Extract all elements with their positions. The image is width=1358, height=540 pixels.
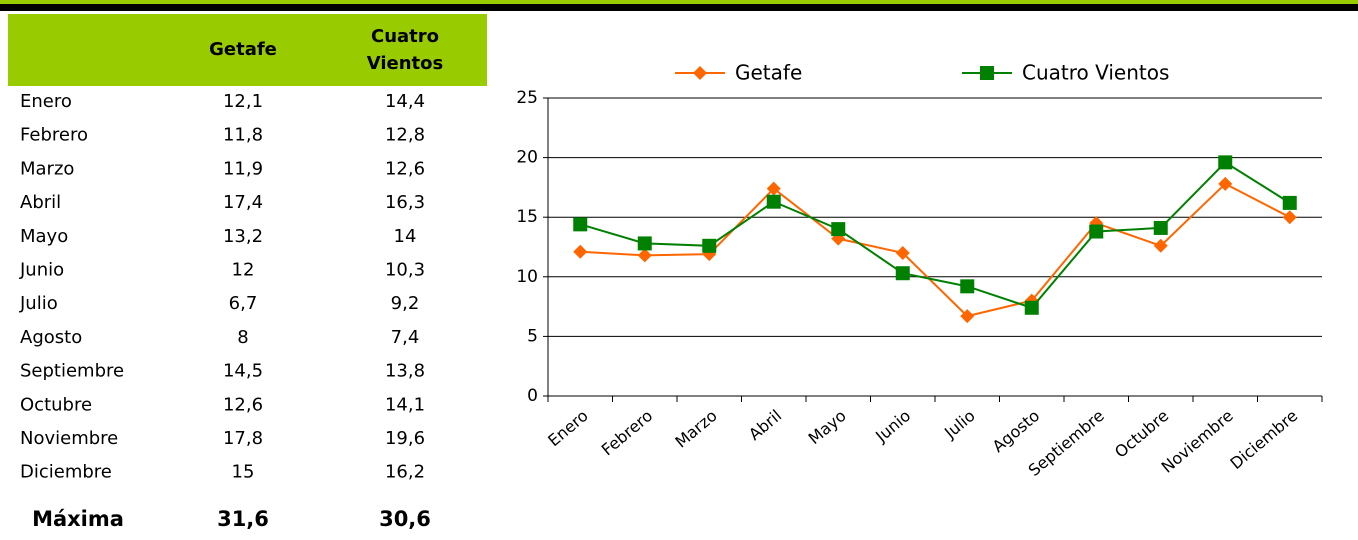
marker <box>766 194 781 209</box>
table-cell: 14,5 <box>223 361 263 382</box>
x-tick-label: Marzo <box>671 406 720 452</box>
marker <box>1218 155 1233 170</box>
table-cell: 14,1 <box>385 394 425 415</box>
legend-label: Cuatro Vientos <box>1022 61 1169 85</box>
marker <box>637 236 652 251</box>
marker <box>1282 210 1297 225</box>
x-tick-label: Octubre <box>1111 406 1172 462</box>
marker <box>573 217 588 232</box>
marker <box>960 309 975 324</box>
table-footer-cell: 30,6 <box>379 507 431 531</box>
table-cell: 16,3 <box>385 192 425 213</box>
table-cell: 15 <box>232 462 255 483</box>
y-tick-label: 25 <box>516 88 538 108</box>
marker <box>637 248 652 263</box>
table-cell: Enero <box>20 91 72 112</box>
table-cell: Septiembre <box>20 361 124 382</box>
table-cell: 6,7 <box>229 293 258 314</box>
table-cell: 12,6 <box>223 394 263 415</box>
table-cell: 7,4 <box>391 327 420 348</box>
table-cell: Diciembre <box>20 462 112 483</box>
table-cell: Febrero <box>20 125 88 146</box>
table-cell: 11,9 <box>223 158 263 179</box>
x-tick-label: Junio <box>871 406 914 446</box>
legend-marker <box>693 66 707 80</box>
table-footer-cell: 31,6 <box>217 507 269 531</box>
x-tick-label: Febrero <box>598 406 656 459</box>
line <box>579 161 1291 309</box>
top-bar <box>0 4 1358 11</box>
table-cell: 14,4 <box>385 91 425 112</box>
x-tick-label: Diciembre <box>1226 406 1301 473</box>
y-tick-label: 0 <box>527 386 538 406</box>
table-cell: 16,2 <box>385 462 425 483</box>
table-cell: Octubre <box>20 394 92 415</box>
col-header: Getafe <box>209 39 277 60</box>
table-cell: Agosto <box>20 327 82 348</box>
y-tick-label: 10 <box>516 267 538 287</box>
table-cell: 10,3 <box>385 260 425 281</box>
table-cell: 12,6 <box>385 158 425 179</box>
col-header-text: Cuatro Vientos <box>367 26 444 74</box>
top-stripe <box>0 0 1358 4</box>
x-tick-label: Agosto <box>989 406 1044 456</box>
table-cell: 19,6 <box>385 428 425 449</box>
table-cell: 17,8 <box>223 428 263 449</box>
marker <box>1089 224 1104 239</box>
legend-marker <box>980 66 994 80</box>
y-tick-label: 15 <box>516 207 538 227</box>
table-cell: 12,1 <box>223 91 263 112</box>
table-cell: Abril <box>20 192 61 213</box>
x-tick-label: Enero <box>544 406 592 450</box>
table-cell: 9,2 <box>391 293 420 314</box>
marker <box>831 222 846 237</box>
table-cell: 17,4 <box>223 192 263 213</box>
marker <box>1153 220 1168 235</box>
col-header: Cuatro Vientos <box>367 26 444 74</box>
x-tick-label: Noviembre <box>1158 406 1237 477</box>
table-header-bg <box>8 14 487 86</box>
marker <box>573 244 588 259</box>
y-tick-label: 5 <box>527 326 538 346</box>
legend-label: Getafe <box>735 61 802 85</box>
table-cell: 13,8 <box>385 361 425 382</box>
marker <box>960 279 975 294</box>
marker <box>1218 176 1233 191</box>
line <box>580 182 1291 318</box>
table-cell: Marzo <box>20 158 74 179</box>
x-tick-label: Abril <box>745 406 785 444</box>
table: Enero 12,1 14,4 Febrero 11,8 12,8 Marzo 11,9 12,… <box>19 91 431 531</box>
chart: 0 5 10 15 20 25 Enero Febrero Marzo Abril Mayo Juni… <box>516 61 1323 480</box>
x-tick-label: Mayo <box>805 406 850 448</box>
marker <box>766 181 781 196</box>
table-footer-cell: Máxima <box>32 507 124 531</box>
table-cell: 12,8 <box>385 125 425 146</box>
marker <box>1153 238 1168 253</box>
table-cell: 11,8 <box>223 125 263 146</box>
marker <box>895 266 910 281</box>
marker <box>1282 195 1297 210</box>
table-cell: 12 <box>232 260 255 281</box>
table-cell: 13,2 <box>223 226 263 247</box>
table-cell: Junio <box>19 260 64 281</box>
x-tick-label: Julio <box>940 406 979 443</box>
table-cell: 14 <box>394 226 417 247</box>
marker <box>1024 300 1039 315</box>
table-cell: Noviembre <box>20 428 118 449</box>
table-cell: 8 <box>237 327 248 348</box>
y-tick-label: 20 <box>516 148 538 168</box>
marker <box>702 238 717 253</box>
marker <box>895 245 910 260</box>
table-cell: Mayo <box>20 226 68 247</box>
table-cell: Julio <box>19 293 58 314</box>
